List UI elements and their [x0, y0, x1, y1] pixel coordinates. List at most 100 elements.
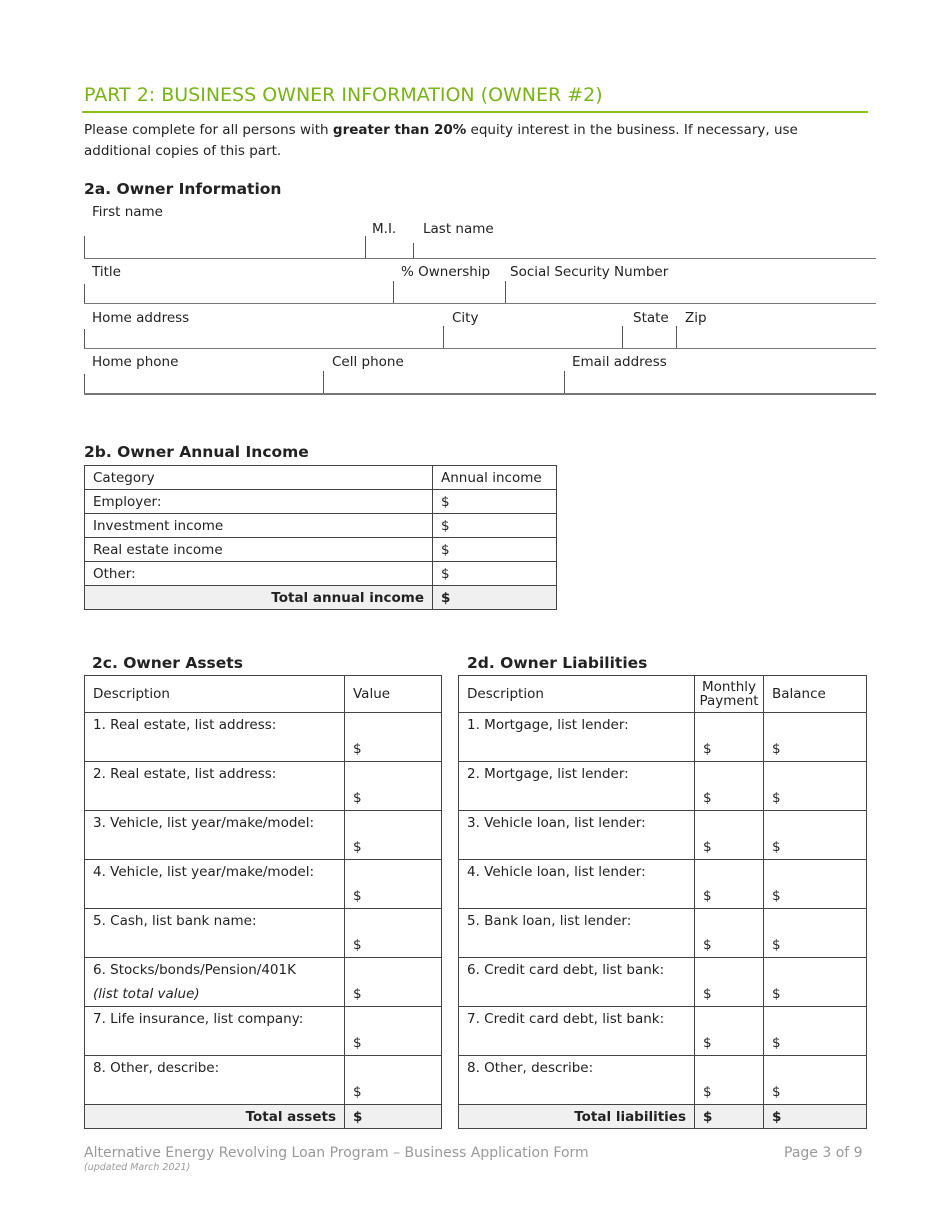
last-name-field[interactable] [414, 236, 874, 258]
balance-field[interactable]: $ [763, 761, 867, 811]
first-name-label: First name [92, 204, 163, 220]
mi-field[interactable] [366, 236, 412, 258]
asset-description: 1. Real estate, list address: [84, 712, 345, 762]
liability-description: 4. Vehicle loan, list lender: [458, 859, 695, 909]
monthly-payment-field[interactable]: $ [694, 957, 764, 1007]
balance-field[interactable]: $ [763, 859, 867, 909]
home-phone-field[interactable] [84, 371, 322, 393]
monthly-payment-field[interactable]: $ [694, 761, 764, 811]
asset-value-field[interactable]: $ [344, 957, 442, 1007]
balance-field[interactable]: $ [763, 810, 867, 860]
asset-value-field[interactable]: $ [344, 810, 442, 860]
asset-label: 6. Stocks/bonds/Pension/401K [93, 962, 296, 978]
ssn-label: Social Security Number [510, 264, 669, 280]
balance-field[interactable]: $ [763, 1006, 867, 1056]
income-header-row: Category Annual income [84, 465, 557, 490]
table-row: 3. Vehicle loan, list lender: $ $ [458, 810, 867, 860]
monthly-payment-field[interactable]: $ [694, 1006, 764, 1056]
asset-value-field[interactable]: $ [344, 1006, 442, 1056]
table-row: 5. Bank loan, list lender: $ $ [458, 908, 867, 958]
asset-value-field[interactable]: $ [344, 1055, 442, 1105]
intro-bold: greater than 20% [332, 122, 467, 138]
table-row: 6. Stocks/bonds/Pension/401K (list total … [84, 957, 442, 1007]
state-field[interactable] [623, 326, 675, 348]
divider [323, 371, 324, 393]
divider [413, 243, 414, 258]
col-annual-income: Annual income [432, 465, 557, 490]
footer-program: Alternative Energy Revolving Loan Progra… [84, 1145, 589, 1161]
divider [365, 236, 366, 258]
page-title: PART 2: BUSINESS OWNER INFORMATION (OWNE… [84, 84, 603, 106]
asset-description: 7. Life insurance, list company: [84, 1006, 345, 1056]
liability-label: 8. Other, describe: [467, 1060, 594, 1076]
liability-label: 3. Vehicle loan, list lender: [467, 815, 646, 831]
monthly-payment-field[interactable]: $ [694, 712, 764, 762]
monthly-payment-field[interactable]: $ [694, 1055, 764, 1105]
total-label: Total assets [84, 1104, 345, 1129]
balance-field[interactable]: $ [763, 908, 867, 958]
asset-label: 1. Real estate, list address: [93, 717, 277, 733]
table-row: 2. Mortgage, list lender: $ $ [458, 761, 867, 811]
monthly-payment-field[interactable]: $ [694, 859, 764, 909]
income-amount-field[interactable]: $ [432, 489, 557, 514]
home-address-field[interactable] [84, 326, 442, 348]
asset-note: (list total value) [93, 986, 200, 1002]
asset-value-field[interactable]: $ [344, 859, 442, 909]
category-label: Other: [84, 561, 433, 586]
asset-description: 6. Stocks/bonds/Pension/401K (list total … [84, 957, 345, 1007]
cell-phone-label: Cell phone [332, 354, 404, 370]
intro-after: equity interest in the business. If nece… [84, 122, 798, 159]
col-monthly-payment: Monthly Payment [694, 675, 764, 713]
table-row: 2. Real estate, list address: $ [84, 761, 442, 811]
balance-field[interactable]: $ [763, 957, 867, 1007]
liability-label: 1. Mortgage, list lender: [467, 717, 629, 733]
cell-phone-field[interactable] [324, 371, 563, 393]
total-label: Total liabilities [458, 1104, 695, 1129]
liability-description: 8. Other, describe: [458, 1055, 695, 1105]
balance-field[interactable]: $ [763, 712, 867, 762]
total-balance-field[interactable]: $ [763, 1104, 867, 1129]
col-balance: Balance [763, 675, 867, 713]
divider [84, 284, 85, 303]
table-row: 1. Mortgage, list lender: $ $ [458, 712, 867, 762]
total-monthly-field[interactable]: $ [694, 1104, 764, 1129]
asset-label: 3. Vehicle, list year/make/model: [93, 815, 315, 831]
table-row: 3. Vehicle, list year/make/model: $ [84, 810, 442, 860]
divider [84, 374, 85, 393]
ssn-field[interactable] [506, 281, 876, 303]
asset-value-field[interactable]: $ [344, 712, 442, 762]
ownership-field[interactable] [394, 281, 504, 303]
total-amount-field[interactable]: $ [432, 585, 557, 610]
email-field[interactable] [565, 371, 876, 393]
asset-value-field[interactable]: $ [344, 908, 442, 958]
liability-description: 5. Bank loan, list lender: [458, 908, 695, 958]
title-field[interactable] [84, 281, 392, 303]
zip-field[interactable] [677, 326, 876, 348]
balance-field[interactable]: $ [763, 1055, 867, 1105]
col-category: Category [84, 465, 433, 490]
divider [676, 326, 677, 348]
monthly-payment-field[interactable]: $ [694, 810, 764, 860]
asset-label: 4. Vehicle, list year/make/model: [93, 864, 315, 880]
asset-value-field[interactable]: $ [344, 761, 442, 811]
liability-label: 5. Bank loan, list lender: [467, 913, 632, 929]
table-row: 1. Real estate, list address: $ [84, 712, 442, 762]
first-name-field[interactable] [84, 236, 364, 258]
page-number: Page 3 of 9 [784, 1145, 863, 1161]
income-amount-field[interactable]: $ [432, 561, 557, 586]
intro-text: Please complete for all persons with gre… [84, 120, 864, 162]
divider [564, 371, 565, 393]
total-value-field[interactable]: $ [344, 1104, 442, 1129]
total-row: Total liabilities $ $ [458, 1104, 867, 1129]
table-row: Other: $ [84, 561, 557, 586]
zip-label: Zip [685, 310, 707, 326]
liability-description: 2. Mortgage, list lender: [458, 761, 695, 811]
monthly-payment-field[interactable]: $ [694, 908, 764, 958]
home-phone-label: Home phone [92, 354, 179, 370]
city-field[interactable] [444, 326, 621, 348]
income-amount-field[interactable]: $ [432, 537, 557, 562]
income-amount-field[interactable]: $ [432, 513, 557, 538]
ownership-label: % Ownership [401, 264, 491, 280]
assets-table: Description Value 1. Real estate, list add… [84, 675, 442, 1129]
